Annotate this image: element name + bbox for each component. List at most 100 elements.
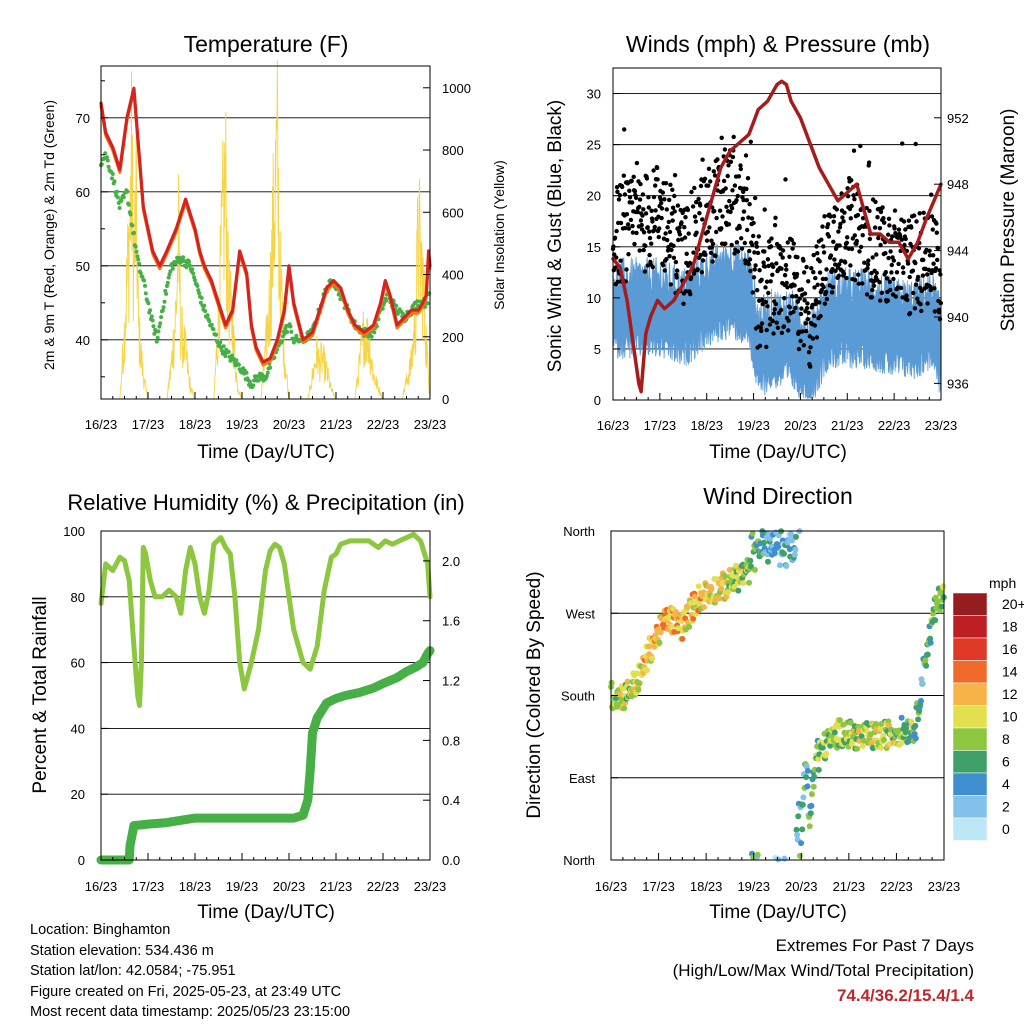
gust-point [655,165,660,171]
gust-point [693,219,698,224]
temperature-panel: Temperature (F) 2m & 9m T (Red, Orange) … [41,31,507,463]
gust-point [798,311,804,317]
gust-point [626,252,631,257]
dewpoint-point [198,300,203,305]
gust-point [707,225,712,230]
y-tick-label: 60 [71,656,85,671]
gust-point [705,229,710,234]
direction-point [823,750,830,757]
dewpoint-point [143,291,148,296]
gust-point [935,257,940,263]
gust-point [745,176,751,181]
gust-point [627,195,633,200]
direction-point [798,840,805,847]
gust-point [681,301,686,306]
gust-point [677,225,682,230]
station-latlon: Station lat/lon: 42.0584; -75.951 [30,963,236,980]
gust-point [892,226,897,231]
gust-point [797,296,802,301]
x-tick-label: 19/23 [737,418,770,433]
dewpoint-point [285,330,290,334]
dewpoint-point [164,291,169,296]
direction-point [918,676,925,683]
legend-swatch [952,727,988,751]
gust-point [727,198,732,204]
gust-point [860,281,865,286]
gust-point [802,298,807,303]
gust-point [774,320,779,325]
gust-point [674,275,679,280]
gust-point [933,266,939,271]
gust-point [793,305,798,311]
dewpoint-point [157,324,162,329]
gust-point [677,232,683,237]
gust-point [877,226,883,231]
gust-point [618,258,623,263]
gust-point [773,301,779,307]
gust-point [752,250,757,255]
direction-point [940,583,947,590]
dewpoint-point [112,179,117,184]
gust-point [779,266,784,271]
gust-point [632,189,638,194]
gust-point [865,262,871,267]
dewpoint-point [146,301,151,306]
gust-point [789,237,794,243]
gust-point [757,343,763,348]
dewpoint-point [196,288,201,293]
legend-label: 14 [1002,664,1018,680]
dewpoint-point [165,280,170,285]
gust-point [659,200,664,206]
gust-point [937,317,943,322]
gust-point [653,208,658,213]
gust-point [622,192,628,197]
gust-point [729,206,735,211]
gust-point [642,269,648,274]
gust-point [856,281,861,286]
direction-point [938,589,944,596]
gust-point [813,301,818,307]
dewpoint-point [394,303,399,308]
direction-point [751,566,758,573]
gust-point [621,173,626,178]
legend-label: 20+ [1002,596,1024,612]
gust-point [639,222,644,228]
gust-point [757,268,762,273]
gust-point [622,127,627,132]
direction-point [793,826,800,833]
dewpoint-point [380,306,385,311]
gust-point [928,287,933,293]
dewpoint-point [99,162,104,167]
direction-point [919,680,926,687]
gust-point [641,207,646,212]
gust-point [655,177,660,182]
x-tick-label: 23/23 [414,417,447,432]
gust-point [848,216,853,221]
dewpoint-point [244,370,249,375]
gust-point [802,270,807,275]
gust-point [823,289,829,295]
gust-point [667,197,672,203]
gust-point [699,270,704,275]
gust-point [662,268,667,273]
dewpoint-point [138,271,143,275]
gust-point [647,235,653,241]
gust-point [760,297,765,303]
gust-point [894,270,900,275]
x-tick-label: 23/23 [928,879,961,894]
gust-point [682,225,687,230]
gust-point [887,279,892,284]
direction-point [621,705,628,712]
gust-point [869,270,874,276]
x-tick-label: 17/23 [644,418,677,433]
y-tick-label: 20 [587,189,601,204]
gust-point [811,313,817,319]
gust-point [656,234,661,240]
gust-point [747,202,752,207]
direction-point [810,783,817,790]
gust-point [700,157,705,162]
direction-point [792,546,799,553]
dewpoint-point [165,284,169,288]
direction-point [777,562,783,569]
gust-point [686,231,691,236]
